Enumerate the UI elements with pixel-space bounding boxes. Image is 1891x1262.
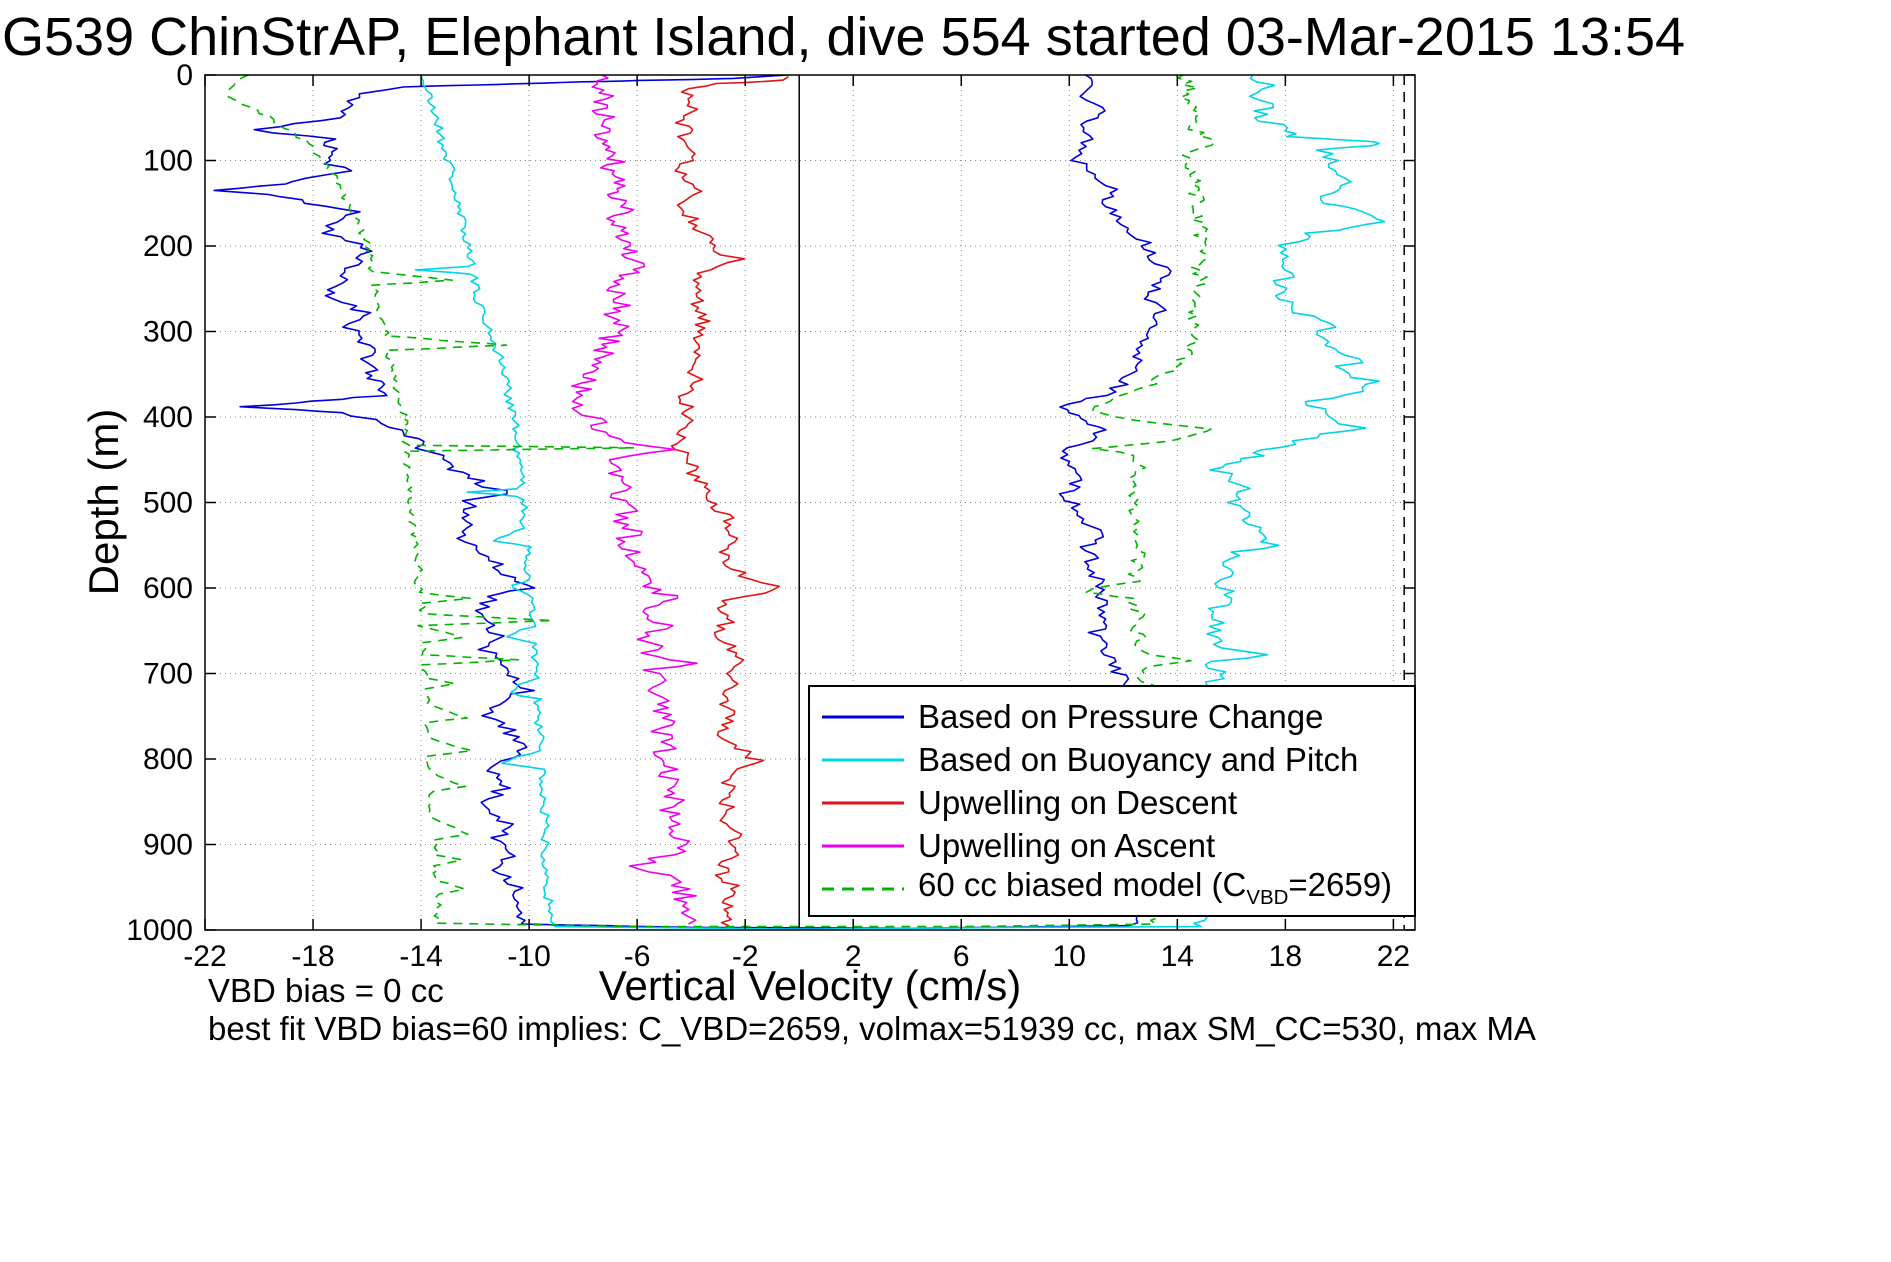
legend-item-buoyancy: Based on Buoyancy and Pitch: [822, 738, 1414, 781]
x-tick-label: 2: [845, 940, 862, 973]
y-tick-label: 1000: [126, 914, 193, 947]
legend-label: Based on Pressure Change: [918, 697, 1324, 735]
legend-label: Based on Buoyancy and Pitch: [918, 740, 1359, 778]
legend: Based on Pressure Change Based on Buoyanc…: [808, 685, 1416, 917]
y-tick-label: 600: [143, 572, 193, 605]
y-tick-label: 400: [143, 401, 193, 434]
series-model-descent: [226, 75, 635, 924]
legend-item-pressure: Based on Pressure Change: [822, 695, 1414, 738]
x-tick-label: -22: [183, 940, 226, 973]
y-tick-label: 100: [143, 145, 193, 178]
legend-line-sample: [822, 844, 904, 847]
legend-line-sample: [822, 801, 904, 804]
x-tick-label: 18: [1269, 940, 1302, 973]
legend-item-upwelling-descent: Upwelling on Descent: [822, 781, 1414, 824]
series-group: [213, 75, 1386, 930]
y-axis-label: Depth (m): [80, 408, 127, 596]
series-model-ascent: [1085, 75, 1216, 925]
x-tick-label: -6: [624, 940, 651, 973]
series-buoyancy-turnaround: [550, 920, 1199, 930]
legend-item-biased-model: 60 cc biased model (CVBD=2659): [822, 866, 1414, 910]
y-tick-label: 900: [143, 829, 193, 862]
y-tick-label: 0: [176, 59, 193, 92]
legend-label-subscript: VBD: [1246, 886, 1289, 910]
x-tick-label: 10: [1053, 940, 1086, 973]
chart-title: G539 ChinStrAP, Elephant Island, dive 55…: [2, 7, 1686, 67]
legend-label: Upwelling on Ascent: [918, 826, 1216, 864]
y-tick-label: 300: [143, 316, 193, 349]
series-upwelling-ascent: [570, 75, 698, 925]
x-tick-label: -18: [291, 940, 334, 973]
x-tick-label: -14: [399, 940, 442, 973]
legend-label-text: 60 cc biased model (C: [918, 866, 1247, 904]
series-upwelling-descent: [670, 76, 789, 927]
legend-line-sample: [822, 887, 904, 890]
y-tick-label: 200: [143, 230, 193, 263]
series-buoyancy-descent: [414, 75, 554, 922]
best-fit-annotation: best fit VBD bias=60 implies: C_VBD=2659…: [208, 1010, 1536, 1047]
x-tick-label: 14: [1161, 940, 1194, 973]
legend-label-text: =2659): [1288, 866, 1393, 904]
x-axis-label: Vertical Velocity (cm/s): [598, 962, 1022, 1009]
x-tick-label: 22: [1377, 940, 1410, 973]
legend-item-upwelling-ascent: Upwelling on Ascent: [822, 824, 1414, 867]
series-pressure-descent: [213, 75, 789, 925]
y-tick-label: 500: [143, 487, 193, 520]
x-tick-label: 6: [953, 940, 970, 973]
legend-line-sample: [822, 715, 904, 718]
y-tick-label: 700: [143, 658, 193, 691]
y-tick-label: 800: [143, 743, 193, 776]
x-tick-label: -10: [507, 940, 550, 973]
legend-label: 60 cc biased model (CVBD=2659): [918, 866, 1392, 910]
legend-label: Upwelling on Descent: [918, 783, 1238, 821]
x-tick-label: -2: [732, 940, 759, 973]
legend-line-sample: [822, 758, 904, 761]
vbd-bias-annotation: VBD bias = 0 cc: [208, 972, 444, 1009]
